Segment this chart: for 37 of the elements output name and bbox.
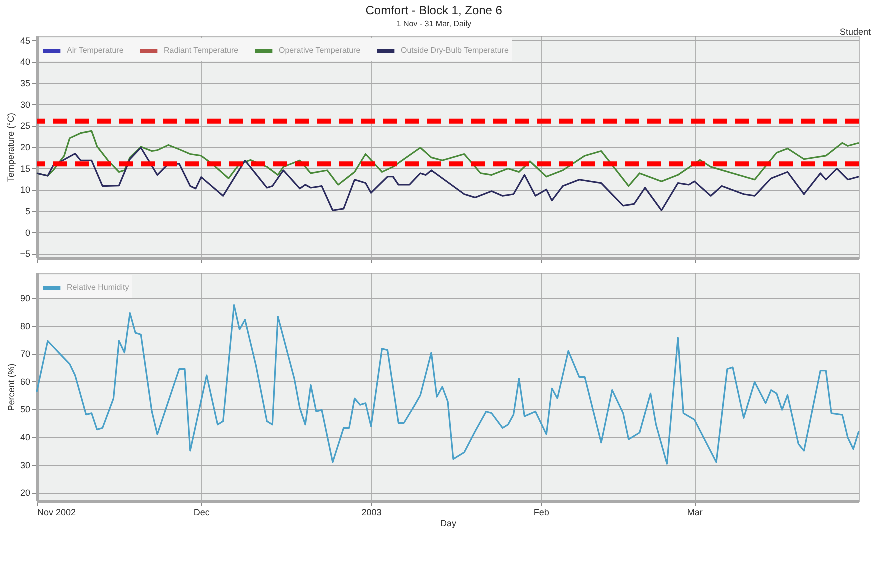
line-series bbox=[36, 147, 860, 212]
y-tick-label: 30 bbox=[20, 100, 30, 110]
legend-label: Radiant Temperature bbox=[164, 46, 240, 55]
y-tick-label: 25 bbox=[20, 121, 30, 132]
legend-label: Outside Dry-Bulb Temperature bbox=[401, 46, 510, 55]
legend-label: Operative Temperature bbox=[279, 46, 362, 55]
x-tick-label: 2003 bbox=[362, 508, 382, 518]
y-tick-label: 30 bbox=[20, 460, 30, 470]
y-tick-label: −5 bbox=[20, 249, 30, 260]
y-tick-label: 80 bbox=[20, 321, 30, 332]
y-axis-title: Temperature (°C) bbox=[6, 112, 16, 182]
y-tick-label: 15 bbox=[20, 164, 30, 174]
chart-title: Comfort - Block 1, Zone 6 bbox=[366, 4, 503, 18]
y-tick-label: 10 bbox=[20, 185, 30, 196]
line-series bbox=[36, 304, 860, 465]
y-tick-label: 50 bbox=[20, 404, 30, 415]
y-axis-title: Percent (%) bbox=[6, 364, 16, 412]
y-tick-label: 40 bbox=[20, 57, 30, 68]
x-tick-label: Mar bbox=[687, 508, 703, 518]
x-tick-label: Nov 2002 bbox=[38, 508, 76, 518]
chart-subtitle: 1 Nov - 31 Mar, Daily bbox=[396, 20, 472, 28]
y-tick-label: 20 bbox=[20, 488, 30, 498]
y-tick-label: 5 bbox=[25, 206, 30, 217]
y-tick-label: 0 bbox=[25, 228, 30, 238]
y-tick-label: 40 bbox=[20, 432, 30, 443]
y-tick-label: 70 bbox=[20, 349, 30, 360]
y-tick-label: 60 bbox=[20, 376, 30, 387]
x-tick-label: Dec bbox=[194, 508, 210, 518]
y-tick-label: 90 bbox=[20, 294, 30, 304]
x-axis-title: Day bbox=[440, 518, 457, 528]
legend-label: Air Temperature bbox=[67, 46, 124, 55]
x-tick-label: Feb bbox=[534, 508, 550, 518]
annotation: Student bbox=[840, 27, 871, 37]
y-tick-label: 45 bbox=[20, 36, 30, 46]
y-tick-label: 20 bbox=[20, 142, 30, 152]
legend-label: Relative Humidity bbox=[67, 283, 130, 292]
y-tick-label: 35 bbox=[20, 78, 30, 88]
